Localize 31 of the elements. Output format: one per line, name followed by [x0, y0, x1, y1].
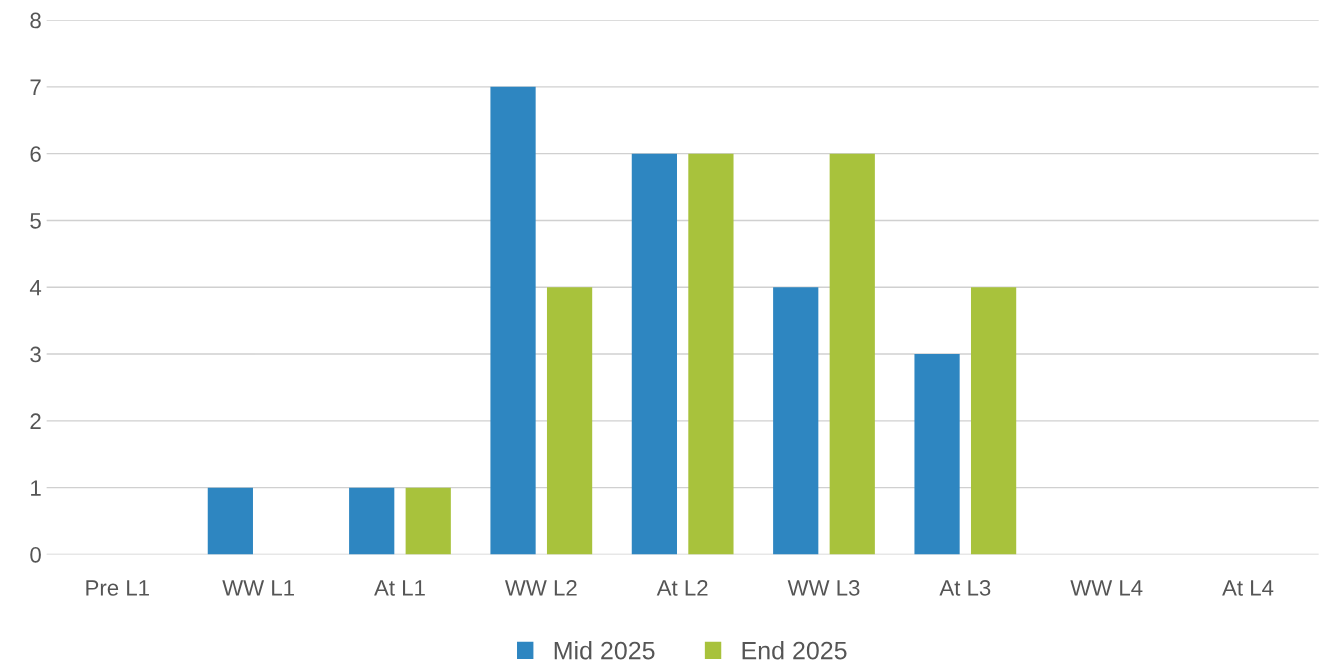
y-tick-label: 3	[30, 346, 41, 363]
bar	[688, 153, 734, 555]
x-tick-label: WW L2	[504, 580, 577, 596]
bar	[405, 487, 451, 555]
x-tick-label: At L3	[939, 580, 991, 596]
y-tick-label: 4	[29, 280, 42, 296]
legend-label: Mid 2025	[554, 641, 655, 660]
bar	[207, 487, 253, 555]
bar	[773, 287, 819, 555]
bar	[490, 86, 536, 555]
y-tick-label: 1	[31, 480, 41, 496]
x-tick-label: At L2	[656, 580, 708, 596]
y-tick-label: 7	[30, 79, 41, 95]
y-tick-label: 2	[30, 413, 41, 429]
x-tick-label: WW L3	[787, 580, 860, 596]
bar	[349, 487, 395, 555]
y-tick-label: 6	[30, 146, 41, 162]
bar	[914, 354, 960, 555]
legend-label: End 2025	[742, 641, 847, 660]
bar	[631, 153, 677, 555]
x-tick-label: At L1	[374, 580, 425, 596]
y-tick-label: 8	[30, 12, 41, 29]
x-tick-label: At L4	[1222, 580, 1274, 596]
bar	[546, 287, 593, 555]
x-tick-label: WW L1	[222, 580, 294, 596]
bar	[829, 153, 875, 555]
y-tick-label: 5	[30, 213, 41, 229]
x-tick-label: WW L4	[1070, 580, 1143, 596]
x-tick-label: Pre L1	[86, 580, 149, 596]
bar	[970, 287, 1017, 555]
y-tick-label: 0	[30, 546, 41, 563]
